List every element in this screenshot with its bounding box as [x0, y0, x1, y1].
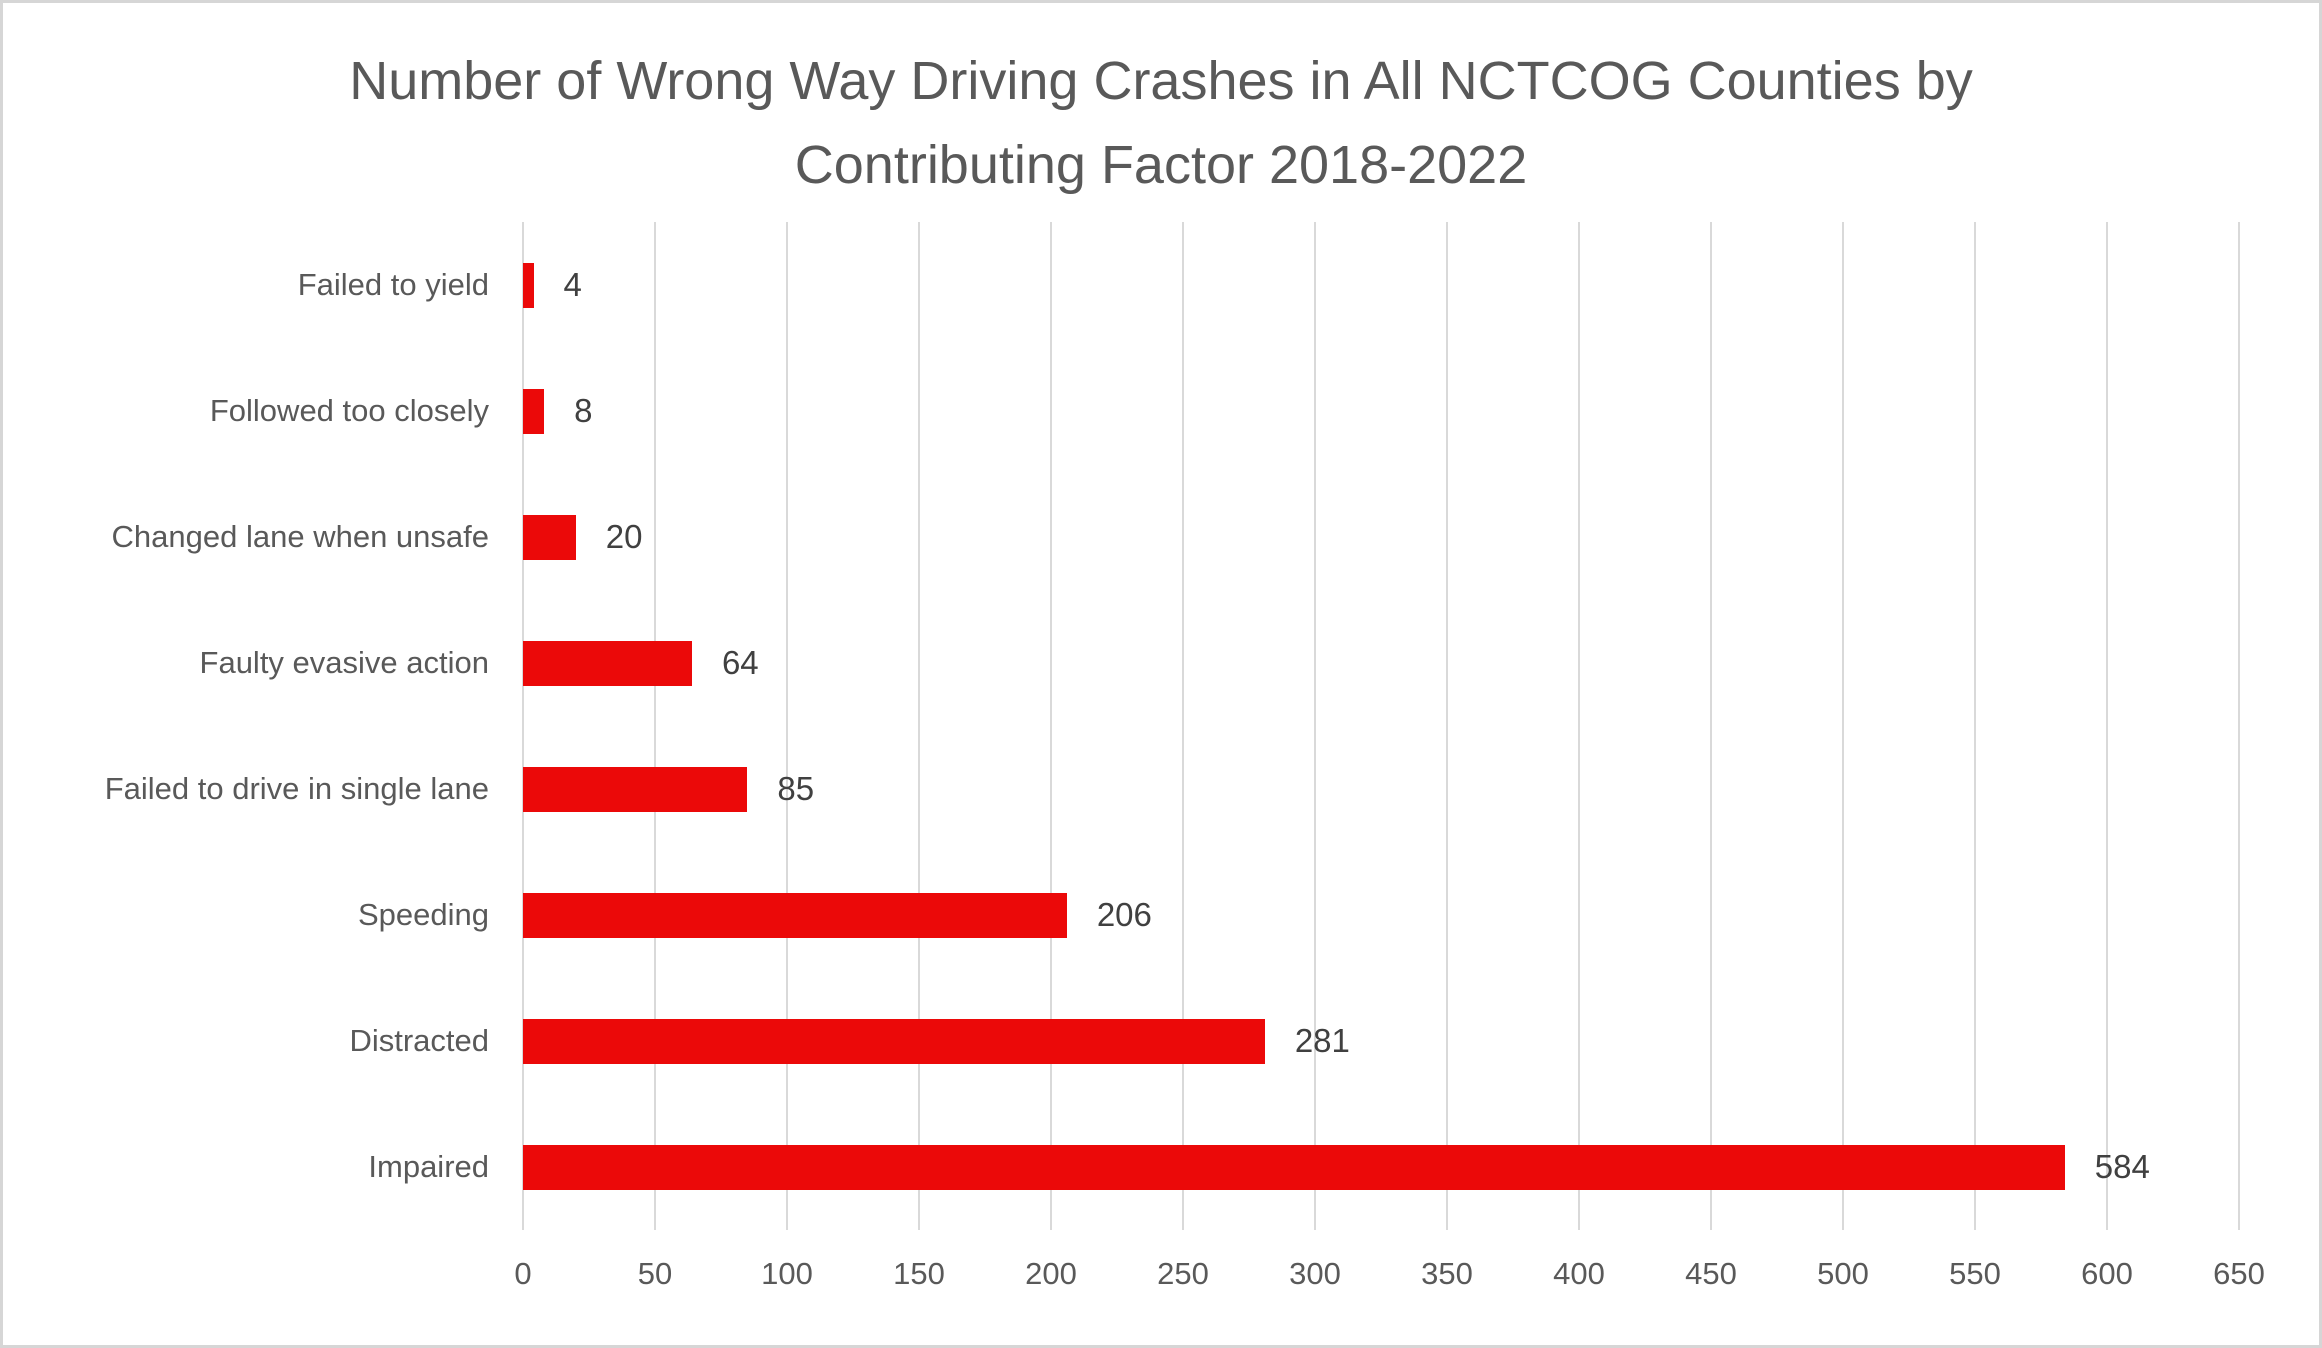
value-label-failed-to-yield: 4: [563, 266, 582, 303]
x-tick-label-150: 150: [893, 1256, 945, 1291]
gridline-x-50: [654, 222, 656, 1230]
gridline-x-400: [1578, 222, 1580, 1230]
gridline-x-150: [918, 222, 920, 1230]
gridline-x-500: [1842, 222, 1844, 1230]
value-label-faulty-evasive-action: 64: [721, 644, 759, 681]
bar-followed-too-closely: [523, 388, 545, 434]
category-label-changed-lane-when-unsafe: Changed lane when unsafe: [111, 519, 489, 554]
plot-area: 4 8 20 64 85 206 281 584: [522, 222, 2240, 1230]
bar-distracted: [523, 1018, 1265, 1064]
gridline-x-600: [2106, 222, 2108, 1230]
bar-failed-to-drive-in-single-lane: [523, 766, 748, 812]
value-label-impaired: 584: [2094, 1148, 2150, 1185]
x-tick-label-200: 200: [1025, 1256, 1077, 1291]
category-label-followed-too-closely: Followed too closely: [209, 393, 489, 428]
bar-changed-lane-when-unsafe: [523, 514, 576, 560]
gridline-x-100: [786, 222, 788, 1230]
category-label-failed-to-yield: Failed to yield: [297, 267, 489, 302]
chart-title-line-1: Number of Wrong Way Driving Crashes in A…: [349, 51, 1973, 111]
gridline-x-650: [2238, 222, 2240, 1230]
chart-title: Number of Wrong Way Driving Crashes in A…: [3, 39, 2319, 207]
bar-impaired: [523, 1144, 2065, 1190]
bar-speeding: [523, 892, 1067, 938]
bar-failed-to-yield: [523, 262, 534, 308]
category-label-speeding: Speeding: [357, 897, 489, 932]
gridline-x-450: [1710, 222, 1712, 1230]
gridline-x-550: [1974, 222, 1976, 1230]
chart-title-line-2: Contributing Factor 2018-2022: [794, 135, 1528, 195]
gridline-x-300: [1314, 222, 1316, 1230]
category-label-faulty-evasive-action: Faulty evasive action: [199, 645, 489, 680]
value-label-speeding: 206: [1096, 896, 1152, 933]
category-label-failed-to-drive-in-single-lane: Failed to drive in single lane: [104, 771, 489, 806]
gridline-x-0: [522, 222, 524, 1230]
x-tick-label-0: 0: [514, 1256, 532, 1291]
bar-faulty-evasive-action: [523, 640, 692, 686]
x-tick-label-350: 350: [1421, 1256, 1473, 1291]
x-tick-label-100: 100: [761, 1256, 813, 1291]
x-tick-label-300: 300: [1289, 1256, 1341, 1291]
value-label-changed-lane-when-unsafe: 20: [605, 518, 643, 555]
value-label-followed-too-closely: 8: [574, 392, 593, 429]
x-tick-label-650: 650: [2213, 1256, 2265, 1291]
category-label-distracted: Distracted: [349, 1023, 489, 1058]
x-tick-label-50: 50: [637, 1256, 673, 1291]
x-tick-label-450: 450: [1685, 1256, 1737, 1291]
value-label-failed-to-drive-in-single-lane: 85: [777, 770, 815, 807]
x-tick-label-550: 550: [1949, 1256, 2001, 1291]
gridline-x-350: [1446, 222, 1448, 1230]
x-tick-label-250: 250: [1157, 1256, 1209, 1291]
category-label-impaired: Impaired: [368, 1149, 489, 1184]
x-tick-label-600: 600: [2081, 1256, 2133, 1291]
value-label-distracted: 281: [1294, 1022, 1350, 1059]
gridline-x-250: [1182, 222, 1184, 1230]
x-tick-label-400: 400: [1553, 1256, 1605, 1291]
x-tick-label-500: 500: [1817, 1256, 1869, 1291]
gridline-x-200: [1050, 222, 1052, 1230]
